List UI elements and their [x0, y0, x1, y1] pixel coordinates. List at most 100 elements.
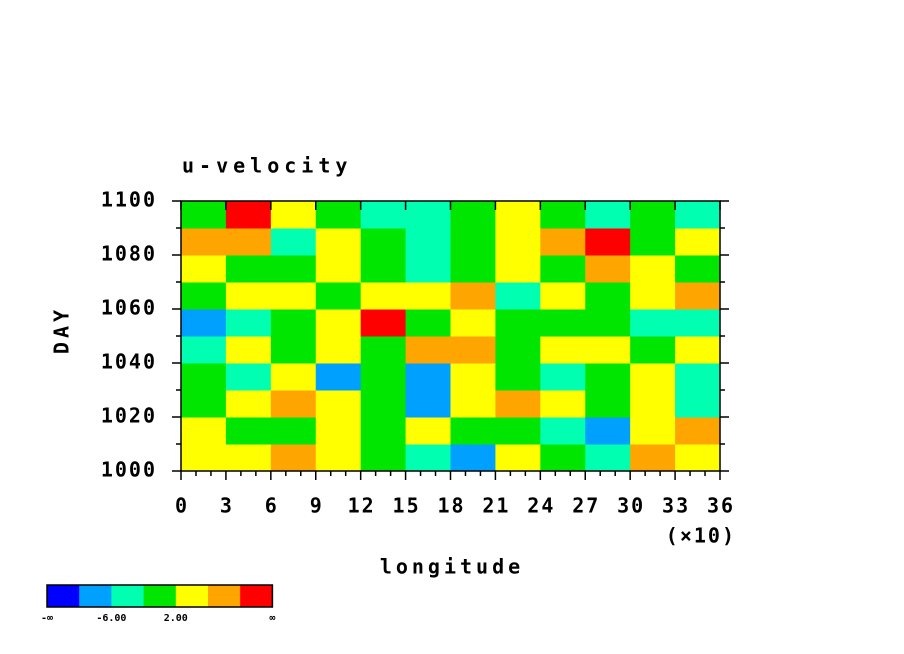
field-cell — [405, 417, 451, 445]
y-tick-label: 1100 — [101, 188, 157, 212]
field-cell — [450, 255, 496, 283]
field-cell — [181, 309, 227, 337]
field-cell — [495, 444, 541, 472]
colorbar-label: -6.00 — [96, 613, 126, 624]
colorbar-label: -∞ — [41, 613, 53, 624]
x-tick-label: 21 — [482, 494, 510, 518]
field-cell — [495, 336, 541, 364]
x-tick-label: 30 — [617, 494, 645, 518]
field-cell — [360, 363, 407, 391]
field-cell — [585, 228, 631, 256]
field-cell — [630, 417, 676, 445]
field-cell — [315, 282, 362, 310]
x-tick-label: 3 — [220, 494, 234, 518]
field-cell — [405, 336, 451, 364]
x-tick-label: 9 — [310, 494, 324, 518]
field-cell — [405, 201, 451, 229]
field-cell — [540, 336, 586, 364]
field-cell — [450, 444, 496, 472]
field-cell — [675, 228, 721, 256]
field-cell — [630, 390, 676, 418]
field-cell — [540, 390, 586, 418]
field-cell — [270, 390, 317, 418]
field-cell — [450, 201, 496, 229]
y-tick-label: 1040 — [101, 350, 157, 374]
field-cell — [181, 363, 227, 391]
field-cell — [675, 255, 721, 283]
field-cell — [360, 390, 407, 418]
field-cell — [225, 228, 272, 256]
field-cell — [405, 444, 451, 472]
field-cell — [360, 228, 407, 256]
x-axis-label: longitude — [380, 555, 524, 579]
field-cell — [585, 363, 631, 391]
field-cell — [495, 363, 541, 391]
field-cell — [630, 255, 676, 283]
field-cell — [405, 363, 451, 391]
field-cell — [495, 255, 541, 283]
chart-title: u-velocity — [182, 154, 352, 178]
field-cell — [225, 336, 272, 364]
colorbar-swatch — [175, 585, 209, 607]
field-cell — [360, 417, 407, 445]
field-cell — [495, 201, 541, 229]
field-cell — [405, 282, 451, 310]
field-cell — [585, 444, 631, 472]
field-cell — [360, 444, 407, 472]
field-cell — [495, 417, 541, 445]
colorbar-swatch — [47, 585, 80, 607]
x-tick-label: 15 — [393, 494, 421, 518]
field-cell — [360, 282, 407, 310]
field-cell — [225, 255, 272, 283]
field-cell — [495, 228, 541, 256]
field-cell — [315, 201, 362, 229]
field-cell — [181, 417, 227, 445]
colorbar-swatch — [79, 585, 112, 607]
field-cell — [675, 309, 721, 337]
field-cell — [270, 255, 317, 283]
colorbar-swatch — [240, 585, 273, 607]
field-cell — [450, 309, 496, 337]
field-cell — [540, 444, 586, 472]
field-cell — [585, 309, 631, 337]
field-cell — [630, 282, 676, 310]
field-cell — [450, 228, 496, 256]
field-cell — [315, 444, 362, 472]
field-cell — [270, 228, 317, 256]
field-cell — [540, 363, 586, 391]
field-cell — [585, 255, 631, 283]
field-cell — [540, 417, 586, 445]
field-cell — [315, 390, 362, 418]
colorbar-label: 2.00 — [164, 613, 188, 624]
field-cell — [675, 363, 721, 391]
field-cell — [315, 255, 362, 283]
field-cell — [181, 282, 227, 310]
field-cell — [405, 228, 451, 256]
field-cell — [315, 417, 362, 445]
field-cell — [540, 201, 586, 229]
field-cell — [495, 309, 541, 337]
colorbar-frame — [46, 584, 274, 608]
field-cell — [585, 336, 631, 364]
field-cell — [181, 255, 227, 283]
field-cell — [630, 336, 676, 364]
field-cell — [225, 282, 272, 310]
colorbar-swatch — [111, 585, 145, 607]
field-cell — [495, 390, 541, 418]
field-cell — [360, 201, 407, 229]
field-cell — [270, 444, 317, 472]
field-cell — [450, 282, 496, 310]
x-tick-label: 36 — [707, 494, 735, 518]
field-cell — [225, 417, 272, 445]
field-cell — [181, 336, 227, 364]
field-cell — [270, 417, 317, 445]
field-cell — [360, 336, 407, 364]
colorbar-swatch — [208, 585, 241, 607]
field-cell — [675, 282, 721, 310]
field-cell — [540, 255, 586, 283]
field-cell — [585, 282, 631, 310]
field-cell — [675, 336, 721, 364]
field-cell — [315, 336, 362, 364]
field-cell — [675, 417, 721, 445]
